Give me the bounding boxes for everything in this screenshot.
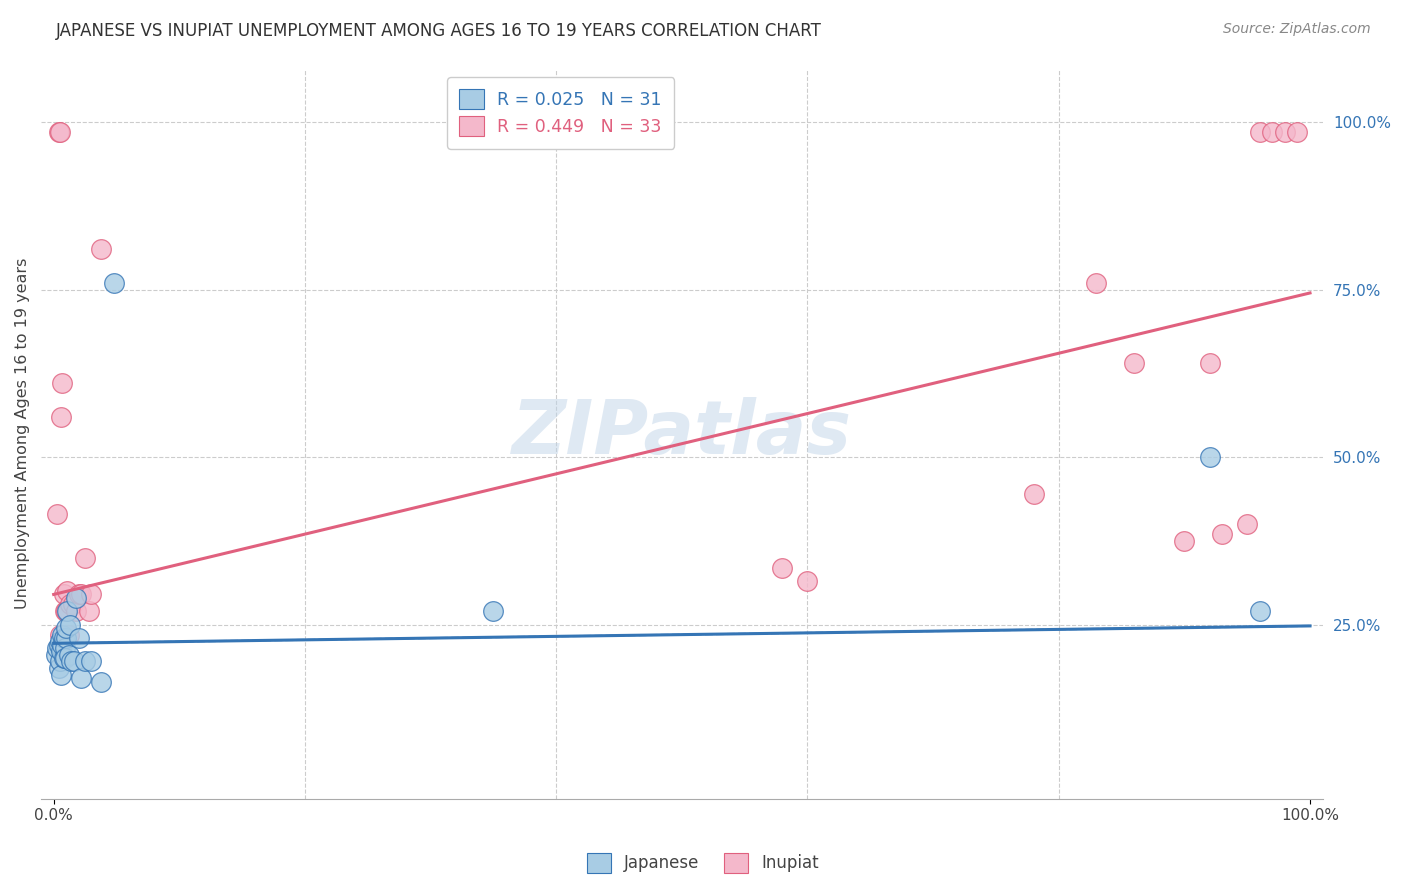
Point [52, 651, 75, 665]
Point [1249, 125, 1271, 139]
Point [53, 640, 76, 655]
Point [58, 648, 80, 662]
Point [90, 243, 112, 257]
Point [49, 125, 72, 139]
Point [53, 604, 76, 618]
Point [80, 587, 103, 601]
Point [80, 655, 103, 669]
Point [51, 409, 73, 424]
Point [45, 648, 67, 662]
Point [65, 604, 87, 618]
Point [46, 640, 69, 655]
Point [1286, 125, 1309, 139]
Point [75, 655, 97, 669]
Point [49, 627, 72, 641]
Point [1236, 517, 1258, 532]
Point [51, 638, 73, 652]
Point [49, 655, 72, 669]
Point [56, 604, 79, 618]
Point [67, 631, 90, 645]
Legend: Japanese, Inupiat: Japanese, Inupiat [581, 847, 825, 880]
Point [75, 550, 97, 565]
Point [770, 560, 793, 574]
Point [1274, 125, 1296, 139]
Point [51, 644, 73, 658]
Point [65, 591, 87, 605]
Point [55, 631, 77, 645]
Point [1022, 487, 1045, 501]
Legend: R = 0.025   N = 31, R = 0.449   N = 33: R = 0.025 N = 31, R = 0.449 N = 33 [447, 78, 673, 149]
Point [59, 617, 82, 632]
Point [62, 598, 84, 612]
Point [48, 638, 70, 652]
Point [1173, 533, 1195, 548]
Point [482, 604, 505, 618]
Text: ZIPatlas: ZIPatlas [512, 397, 852, 470]
Point [70, 671, 93, 685]
Point [1085, 276, 1108, 290]
Point [58, 627, 80, 641]
Point [1123, 356, 1146, 370]
Point [48, 125, 70, 139]
Point [49, 634, 72, 648]
Point [60, 655, 83, 669]
Point [48, 661, 70, 675]
Y-axis label: Unemployment Among Ages 16 to 19 years: Unemployment Among Ages 16 to 19 years [15, 258, 30, 609]
Point [1261, 125, 1284, 139]
Point [56, 584, 79, 599]
Point [1211, 527, 1233, 541]
Point [796, 574, 818, 588]
Text: Source: ZipAtlas.com: Source: ZipAtlas.com [1223, 22, 1371, 37]
Point [77, 604, 100, 618]
Point [51, 376, 73, 391]
Point [1198, 356, 1220, 370]
Point [46, 507, 69, 521]
Point [52, 631, 75, 645]
Point [62, 655, 84, 669]
Text: JAPANESE VS INUPIAT UNEMPLOYMENT AMONG AGES 16 TO 19 YEARS CORRELATION CHART: JAPANESE VS INUPIAT UNEMPLOYMENT AMONG A… [56, 22, 823, 40]
Point [53, 651, 76, 665]
Point [1249, 604, 1271, 618]
Point [55, 621, 77, 635]
Point [103, 276, 125, 290]
Point [52, 587, 75, 601]
Point [59, 598, 82, 612]
Point [90, 674, 112, 689]
Point [51, 627, 73, 641]
Point [1198, 450, 1220, 464]
Point [51, 668, 73, 682]
Point [70, 587, 93, 601]
Point [55, 604, 77, 618]
Point [67, 587, 90, 601]
